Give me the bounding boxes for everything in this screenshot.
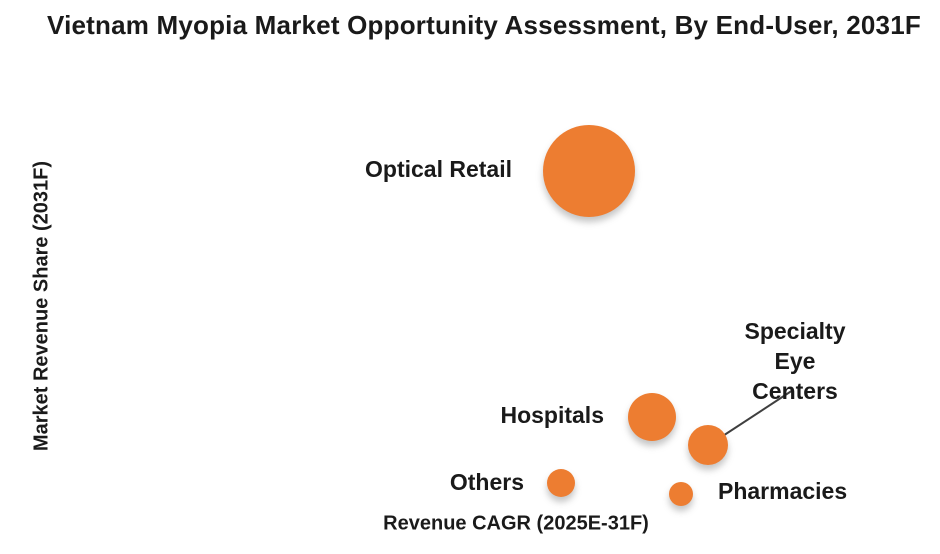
chart-title: Vietnam Myopia Market Opportunity Assess… [47,10,921,40]
bubble-label-hospitals: Hospitals [500,402,604,429]
bubble-specialty-eye-centers [688,425,728,465]
bubble-hospitals [628,393,676,441]
bubble-label-others: Others [449,469,524,496]
bubble-label-pharmacies: Pharmacies [718,478,848,505]
bubble-pharmacies [669,482,693,506]
x-axis-label: Revenue CAGR (2025E-31F) [383,512,649,535]
bubble-label-optical-retail: Optical Retail [365,156,512,183]
bubble-others [547,469,575,497]
bubble-label-specialty-eye-centers: Specialty Eye Centers [744,318,846,404]
bubble-optical-retail [543,125,635,217]
